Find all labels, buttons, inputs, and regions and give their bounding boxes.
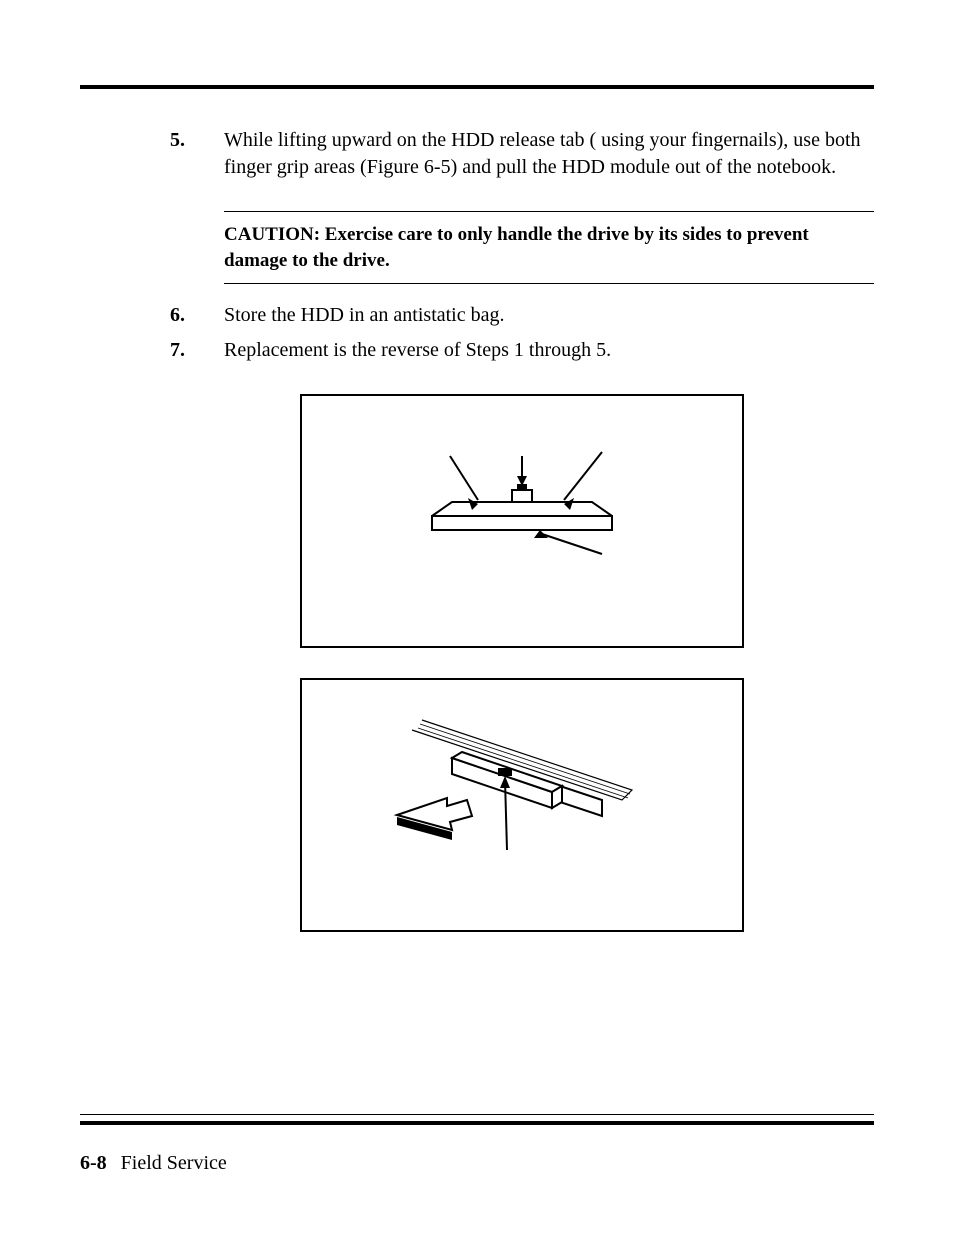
caution-text: CAUTION: Exercise care to only handle th… [224, 222, 874, 273]
caution-rule-bottom [224, 283, 874, 284]
top-rule [80, 85, 874, 89]
page: 5. While lifting upward on the HDD relea… [0, 0, 954, 1235]
content-body: 5. While lifting upward on the HDD relea… [170, 127, 874, 932]
step-6: 6. Store the HDD in an antistatic bag. [170, 302, 874, 329]
figure-2 [300, 678, 744, 932]
figure-1-svg [302, 396, 742, 646]
bottom-rule-thin [80, 1114, 874, 1115]
step-number: 7. [170, 337, 224, 364]
section-title: Field Service [121, 1152, 227, 1174]
step-text: Replacement is the reverse of Steps 1 th… [224, 337, 874, 364]
page-footer: 6-8 Field Service [80, 1152, 227, 1175]
step-text: Store the HDD in an antistatic bag. [224, 302, 874, 329]
step-text: While lifting upward on the HDD release … [224, 127, 874, 181]
page-number: 6-8 [80, 1152, 107, 1174]
bottom-rules [80, 1114, 874, 1125]
bottom-rule-thick [80, 1121, 874, 1125]
step-number: 6. [170, 302, 224, 329]
step-7: 7. Replacement is the reverse of Steps 1… [170, 337, 874, 364]
step-5: 5. While lifting upward on the HDD relea… [170, 127, 874, 181]
figure-2-svg [302, 680, 742, 930]
caution-rule-top [224, 211, 874, 212]
figure-1 [300, 394, 744, 648]
step-number: 5. [170, 127, 224, 181]
caution-block: CAUTION: Exercise care to only handle th… [170, 211, 874, 284]
